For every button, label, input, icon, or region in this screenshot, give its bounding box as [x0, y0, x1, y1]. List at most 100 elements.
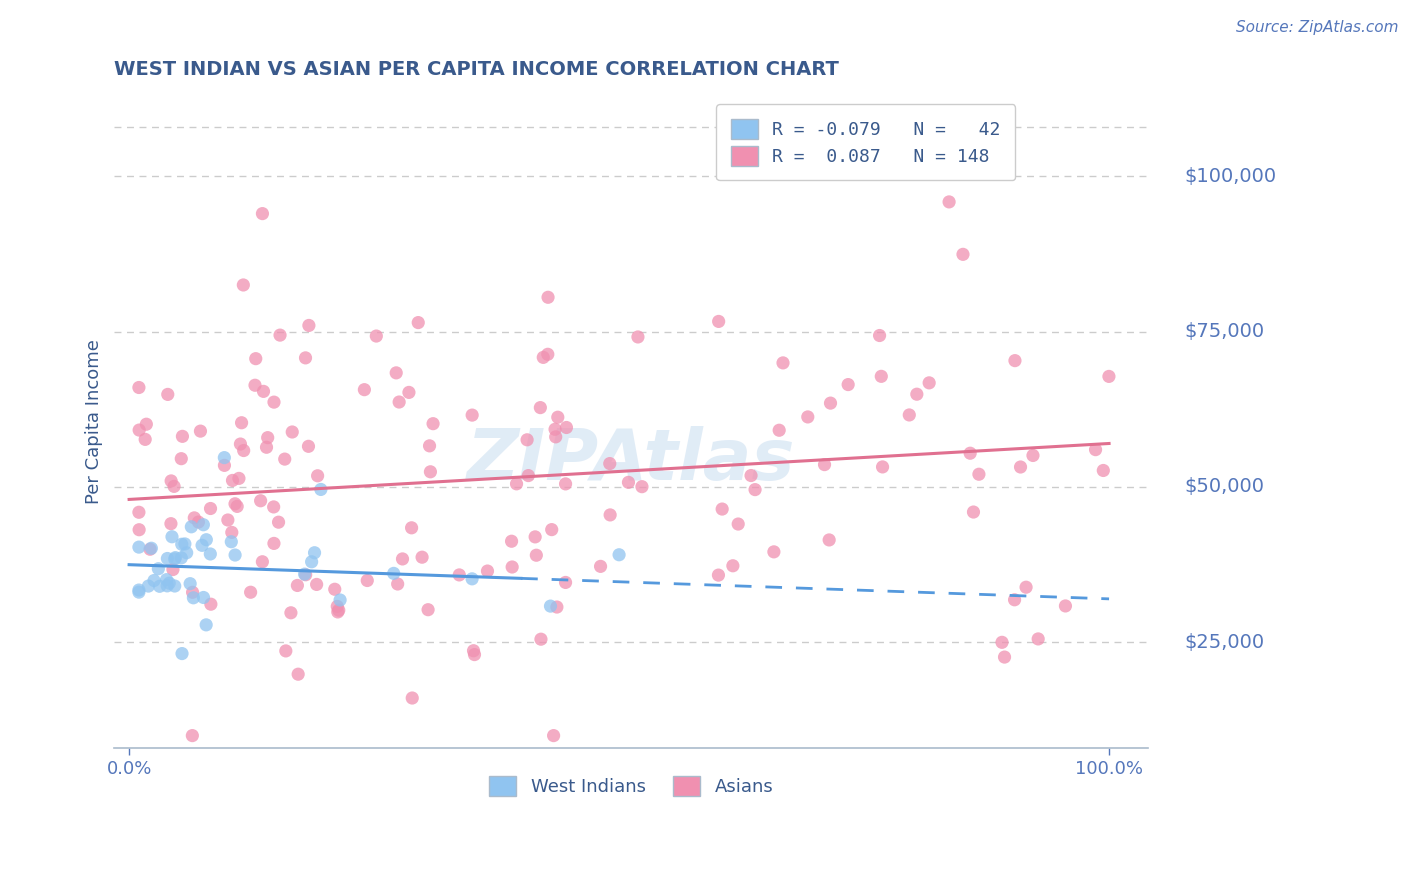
Point — [156, 551, 179, 566]
Point — [524, 548, 547, 562]
Point — [356, 574, 378, 588]
Point — [555, 420, 578, 434]
Point — [1092, 463, 1115, 477]
Point — [252, 384, 274, 399]
Text: $100,000: $100,000 — [1184, 167, 1277, 186]
Point — [195, 618, 218, 632]
Point — [229, 437, 252, 451]
Point — [274, 644, 297, 658]
Point — [267, 515, 290, 529]
Text: ZIPAtlas: ZIPAtlas — [467, 426, 796, 495]
Point — [163, 579, 186, 593]
Point — [309, 483, 332, 497]
Point — [200, 597, 222, 611]
Point — [256, 431, 278, 445]
Point — [589, 559, 612, 574]
Point — [170, 451, 193, 466]
Point — [1010, 460, 1032, 475]
Point — [249, 493, 271, 508]
Point — [232, 277, 254, 292]
Point — [287, 578, 309, 592]
Point — [740, 468, 762, 483]
Point — [326, 599, 349, 614]
Text: WEST INDIAN VS ASIAN PER CAPITA INCOME CORRELATION CHART: WEST INDIAN VS ASIAN PER CAPITA INCOME C… — [114, 60, 839, 78]
Point — [411, 550, 433, 565]
Point — [160, 474, 183, 488]
Point — [301, 555, 323, 569]
Point — [398, 385, 420, 400]
Point — [274, 452, 297, 467]
Point — [294, 351, 316, 365]
Point — [546, 600, 568, 615]
Point — [135, 417, 157, 432]
Point — [323, 582, 346, 597]
Point — [128, 423, 150, 437]
Point — [898, 408, 921, 422]
Point — [228, 471, 250, 485]
Point — [1015, 580, 1038, 594]
Point — [554, 575, 576, 590]
Point — [224, 497, 246, 511]
Point — [872, 459, 894, 474]
Point — [554, 476, 576, 491]
Text: $50,000: $50,000 — [1184, 477, 1264, 497]
Point — [540, 599, 562, 613]
Point — [245, 351, 267, 366]
Point — [531, 351, 554, 365]
Point — [959, 446, 981, 460]
Point — [463, 648, 485, 662]
Point — [711, 502, 734, 516]
Point — [768, 423, 790, 437]
Point — [179, 576, 201, 591]
Point — [128, 582, 150, 597]
Point — [294, 567, 316, 582]
Point — [243, 378, 266, 392]
Point — [388, 395, 411, 409]
Point — [170, 647, 193, 661]
Point — [180, 520, 202, 534]
Point — [918, 376, 941, 390]
Point — [727, 516, 749, 531]
Point — [366, 329, 388, 343]
Y-axis label: Per Capita Income: Per Capita Income — [86, 339, 103, 504]
Point — [170, 550, 193, 565]
Point — [128, 540, 150, 554]
Point — [599, 457, 621, 471]
Point — [501, 534, 523, 549]
Point — [401, 521, 423, 535]
Point — [962, 505, 984, 519]
Point — [401, 691, 423, 706]
Point — [721, 558, 744, 573]
Point — [544, 430, 567, 444]
Point — [385, 366, 408, 380]
Point — [128, 380, 150, 394]
Point — [143, 574, 166, 588]
Point — [1054, 599, 1077, 613]
Point — [148, 562, 170, 576]
Point — [631, 480, 654, 494]
Point — [772, 356, 794, 370]
Point — [252, 555, 274, 569]
Point — [187, 515, 209, 529]
Point — [155, 573, 177, 587]
Point — [156, 579, 179, 593]
Point — [1026, 632, 1049, 646]
Point — [762, 545, 785, 559]
Point — [163, 479, 186, 493]
Point — [160, 530, 183, 544]
Point — [149, 579, 172, 593]
Point — [193, 591, 215, 605]
Point — [524, 530, 547, 544]
Point — [173, 537, 195, 551]
Text: $75,000: $75,000 — [1184, 322, 1264, 341]
Point — [540, 523, 562, 537]
Point — [707, 314, 730, 328]
Point — [797, 409, 820, 424]
Point — [905, 387, 928, 401]
Point — [547, 410, 569, 425]
Point — [172, 429, 194, 443]
Point — [200, 547, 222, 561]
Point — [543, 729, 565, 743]
Point — [224, 548, 246, 562]
Point — [181, 585, 204, 599]
